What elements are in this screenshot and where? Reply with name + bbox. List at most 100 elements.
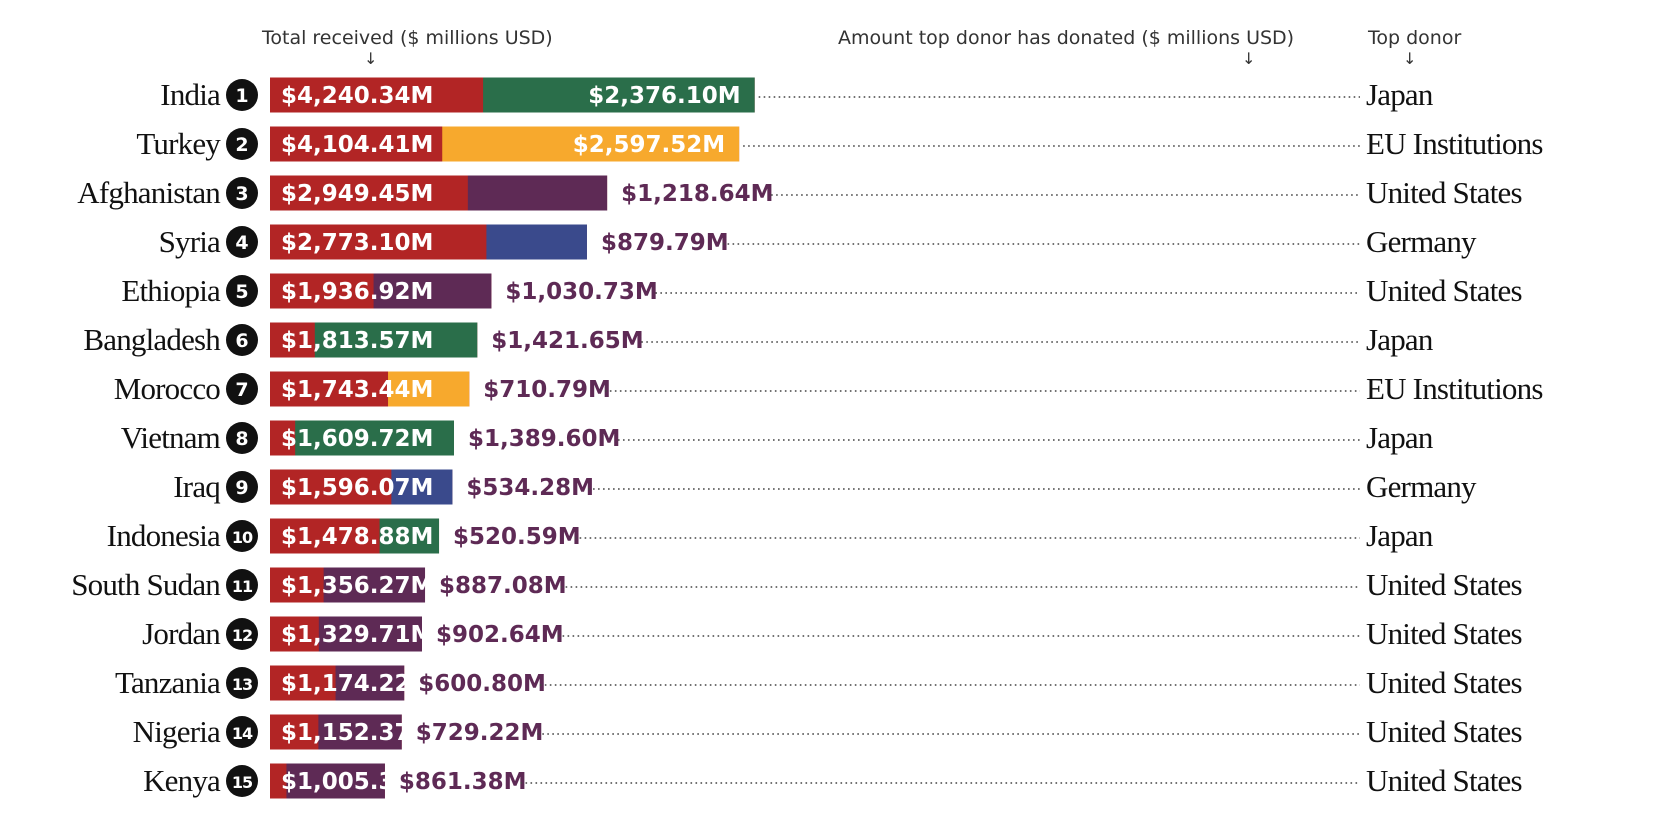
header-top-donor: Top donor [1368, 27, 1462, 49]
donor-name: Japan [1366, 420, 1434, 455]
header-total-received: Total received ($ millions USD) [262, 27, 553, 49]
rank-number: 14 [232, 724, 253, 743]
donor-bar [483, 77, 755, 113]
donor-name: Germany [1366, 469, 1477, 504]
rank-number: 4 [235, 232, 248, 254]
donor-name: United States [1366, 714, 1522, 749]
donor-value-label: $1,421.65M [491, 328, 643, 354]
country-name: Afghanistan [77, 175, 221, 210]
donor-bar [318, 714, 402, 750]
country-name: Jordan [142, 616, 221, 651]
total-value-label: $1,743.44M [281, 377, 433, 403]
donor-name: Germany [1366, 224, 1477, 259]
rank-number: 15 [232, 773, 253, 792]
header-top-donor-arrow-icon: ↓ [1403, 49, 1417, 68]
rank-circle [226, 79, 258, 111]
country-name: Morocco [114, 371, 221, 406]
total-value-label: $1,478.88M [281, 524, 433, 550]
donor-name: Japan [1366, 518, 1434, 553]
total-value-label: $4,104.41M [281, 132, 433, 158]
total-value-label: $1,936.92M [281, 279, 433, 305]
header-top-donor-amount: Amount top donor has donated ($ millions… [838, 27, 1295, 49]
donor-value-label: $902.64M [436, 622, 564, 648]
donor-name: United States [1366, 175, 1522, 210]
donor-bar [388, 371, 470, 407]
rank-circle [226, 324, 258, 356]
donor-bar [286, 763, 385, 799]
country-name: Turkey [136, 126, 221, 161]
total-value-label: $1,356.27M [281, 573, 433, 599]
donor-value-label: $1,030.73M [505, 279, 657, 305]
rank-number: 8 [235, 428, 248, 450]
rank-number: 13 [232, 675, 252, 694]
total-value-label: $1,174.22M [281, 671, 433, 697]
rank-circle [226, 275, 258, 307]
rank-circle [226, 128, 258, 160]
donor-value-label: $710.79M [483, 377, 611, 403]
rank-circle [226, 667, 258, 699]
country-name: Nigeria [133, 714, 221, 749]
total-value-label: $1,329.71M [281, 622, 433, 648]
rank-number: 12 [232, 626, 252, 645]
donor-bar [379, 518, 440, 554]
donor-bar [442, 126, 740, 162]
donor-name: United States [1366, 567, 1522, 602]
donor-name: Japan [1366, 322, 1434, 357]
country-name: South Sudan [71, 567, 221, 602]
total-value-label: $1,609.72M [281, 426, 433, 452]
donor-value-label: $861.38M [399, 769, 527, 795]
rank-number: 5 [235, 281, 248, 303]
rank-circle [226, 569, 258, 601]
country-name: Kenya [143, 763, 221, 798]
donor-bar [391, 469, 453, 505]
country-name: Vietnam [121, 420, 221, 455]
donor-name: EU Institutions [1366, 371, 1543, 406]
donor-value-label: $1,218.64M [621, 181, 773, 207]
donor-name: EU Institutions [1366, 126, 1543, 161]
rank-number: 11 [232, 577, 253, 596]
donor-bar [318, 616, 422, 652]
country-name: Indonesia [107, 518, 221, 553]
country-name: Iraq [173, 469, 220, 504]
donor-value-label: $1,389.60M [468, 426, 620, 452]
rank-number: 7 [235, 379, 248, 401]
header-top-donor-amount-arrow-icon: ↓ [1242, 49, 1256, 68]
donor-bar [314, 322, 478, 358]
rank-circle [226, 716, 258, 748]
donor-bar [295, 420, 454, 456]
rank-circle [226, 373, 258, 405]
country-name: Bangladesh [83, 322, 221, 357]
rank-number: 1 [235, 85, 248, 107]
donor-value-label: $534.28M [466, 475, 594, 501]
rank-circle [226, 177, 258, 209]
country-name: India [160, 77, 221, 112]
country-name: Tanzania [115, 665, 221, 700]
rank-circle [226, 471, 258, 503]
total-value-label: $2,773.10M [281, 230, 433, 256]
total-value-label: $1,596.07M [281, 475, 433, 501]
total-value-label: $2,949.45M [281, 181, 433, 207]
donor-value-label: $2,376.10M [588, 83, 740, 109]
donor-name: United States [1366, 665, 1522, 700]
rank-number: 3 [235, 183, 248, 205]
donor-value-label: $887.08M [439, 573, 567, 599]
total-value-label: $1,005.36M [281, 769, 433, 795]
donor-value-label: $600.80M [418, 671, 546, 697]
donor-bar [335, 665, 405, 701]
header-total-received-arrow-icon: ↓ [364, 49, 378, 68]
total-value-label: $1,813.57M [281, 328, 433, 354]
donor-bar [467, 175, 608, 211]
rank-circle [226, 765, 258, 797]
donor-value-label: $879.79M [601, 230, 729, 256]
rank-circle [226, 422, 258, 454]
donor-name: United States [1366, 616, 1522, 651]
donor-name: Japan [1366, 77, 1434, 112]
country-name: Syria [159, 224, 221, 259]
donor-name: United States [1366, 273, 1522, 308]
donor-value-label: $2,597.52M [573, 132, 725, 158]
donor-bar [323, 567, 426, 603]
total-value-label: $1,152.37M [281, 720, 433, 746]
rank-number: 2 [235, 134, 248, 156]
rank-circle [226, 520, 258, 552]
